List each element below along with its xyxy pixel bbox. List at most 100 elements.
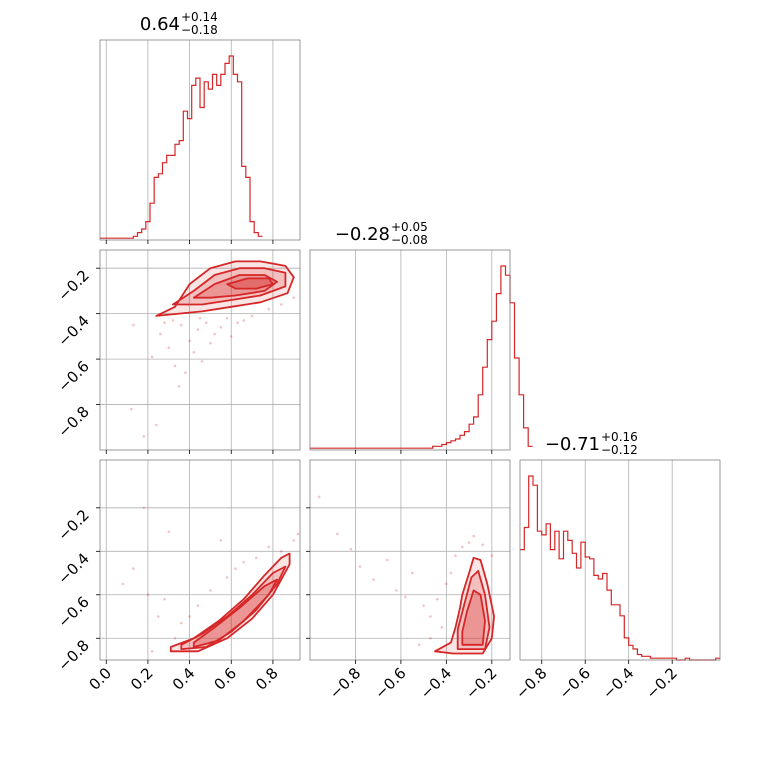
scatter-point bbox=[267, 307, 271, 311]
contour-group-2-1 bbox=[434, 556, 496, 655]
scatter-point bbox=[490, 554, 494, 557]
y-tick-label: −0.2 bbox=[54, 506, 92, 544]
scatter-point bbox=[410, 571, 414, 575]
scatter-point bbox=[250, 314, 254, 318]
scatter-point bbox=[422, 604, 425, 607]
contour-level bbox=[461, 589, 486, 646]
scatter-point bbox=[142, 435, 146, 438]
scatter-point bbox=[129, 407, 133, 411]
scatter-point bbox=[254, 556, 258, 560]
scatter-point bbox=[279, 550, 283, 553]
scatter-point bbox=[146, 593, 150, 597]
scatter-point bbox=[163, 321, 166, 325]
scatter-point bbox=[179, 621, 183, 625]
panel-2-1 bbox=[310, 460, 510, 660]
title-2: −0.71 +0.16−0.12 bbox=[545, 430, 638, 457]
y-tick-label: −0.4 bbox=[54, 549, 92, 587]
y-tick-label: −0.6 bbox=[54, 357, 92, 395]
title-median: −0.71 bbox=[545, 434, 600, 455]
scatter-point bbox=[121, 582, 125, 586]
scatter-point bbox=[167, 530, 171, 534]
scatter-point bbox=[395, 589, 398, 592]
x-tick-label: −0.2 bbox=[643, 664, 681, 702]
scatter-point bbox=[335, 532, 339, 536]
x-tick-label: 0.6 bbox=[210, 664, 240, 694]
scatter-point bbox=[225, 576, 229, 579]
x-tick-label: 0.0 bbox=[85, 664, 115, 694]
x-tick-label: 0.8 bbox=[252, 664, 282, 694]
scatter-point bbox=[159, 332, 162, 336]
scatter-point bbox=[188, 615, 191, 618]
scatter-point bbox=[154, 423, 158, 427]
scatter-point bbox=[467, 541, 471, 544]
contour-group-1-0 bbox=[155, 260, 295, 317]
contour-level bbox=[171, 267, 287, 306]
scatter-point bbox=[167, 346, 171, 350]
scatter-point bbox=[358, 565, 362, 568]
scatter-point bbox=[173, 364, 177, 368]
panel-2-0 bbox=[100, 460, 300, 660]
scatter-point bbox=[184, 371, 187, 375]
scatter-point bbox=[219, 325, 223, 329]
panel-frame bbox=[309, 249, 511, 451]
contour-level bbox=[169, 552, 291, 653]
scatter-point bbox=[449, 571, 453, 575]
scatter-point bbox=[267, 545, 271, 549]
x-tick-label: −0.8 bbox=[326, 664, 364, 702]
histogram-0 bbox=[100, 55, 263, 239]
y-tick-label: −0.6 bbox=[54, 593, 92, 631]
title-median: 0.64 bbox=[140, 14, 180, 35]
scatter-point bbox=[219, 539, 223, 542]
scatter-point bbox=[188, 339, 191, 343]
scatter-point bbox=[198, 316, 202, 320]
scatter-point bbox=[445, 582, 448, 586]
scatter-point bbox=[209, 341, 212, 345]
contour-level bbox=[192, 274, 279, 299]
panel-frame bbox=[99, 249, 301, 451]
contour-group-2-0 bbox=[169, 552, 291, 653]
scatter-point bbox=[157, 615, 160, 618]
panel-frame bbox=[99, 459, 301, 661]
scatter-point bbox=[200, 360, 204, 363]
contour-level bbox=[192, 578, 279, 648]
scatter-point bbox=[236, 321, 239, 325]
y-tick-label: −0.8 bbox=[54, 636, 92, 674]
scatter-point bbox=[192, 350, 196, 354]
scatter-point bbox=[404, 595, 407, 599]
scatter-point bbox=[204, 321, 208, 325]
panel-frame bbox=[519, 459, 721, 661]
histogram-1 bbox=[310, 265, 533, 449]
scatter-point bbox=[173, 636, 177, 640]
x-tick-label: 0.4 bbox=[169, 664, 199, 694]
scatter-point bbox=[454, 554, 457, 557]
scatter-point bbox=[209, 589, 212, 592]
title-lower-error: −0.08 bbox=[391, 233, 428, 247]
x-tick-label: −0.6 bbox=[371, 664, 409, 702]
contour-level bbox=[456, 570, 491, 650]
scatter-point bbox=[150, 355, 154, 359]
scatter-point bbox=[234, 567, 237, 570]
scatter-point bbox=[472, 534, 475, 538]
scatter-point bbox=[440, 626, 444, 629]
scatter-point bbox=[292, 539, 296, 542]
title-lower-error: −0.12 bbox=[601, 443, 638, 457]
title-median: −0.28 bbox=[335, 224, 390, 245]
scatter-point bbox=[163, 597, 166, 601]
scatter-point bbox=[229, 335, 233, 338]
scatter-point bbox=[296, 532, 300, 536]
scatter-point bbox=[372, 578, 375, 581]
scatter-point bbox=[242, 319, 246, 322]
scatter-point bbox=[196, 328, 200, 331]
title-upper-error: +0.05 bbox=[391, 220, 428, 234]
panel-0-0 bbox=[105, 40, 274, 240]
title-lower-error: −0.18 bbox=[181, 23, 218, 37]
scatter-point bbox=[213, 332, 216, 336]
scatter-point bbox=[317, 495, 321, 499]
scatter-point bbox=[242, 560, 246, 564]
scatter-point bbox=[429, 615, 432, 618]
scatter-point bbox=[429, 636, 432, 640]
scatter-point bbox=[349, 547, 353, 551]
scatter-point bbox=[171, 319, 175, 322]
panel-1-1 bbox=[355, 250, 493, 450]
